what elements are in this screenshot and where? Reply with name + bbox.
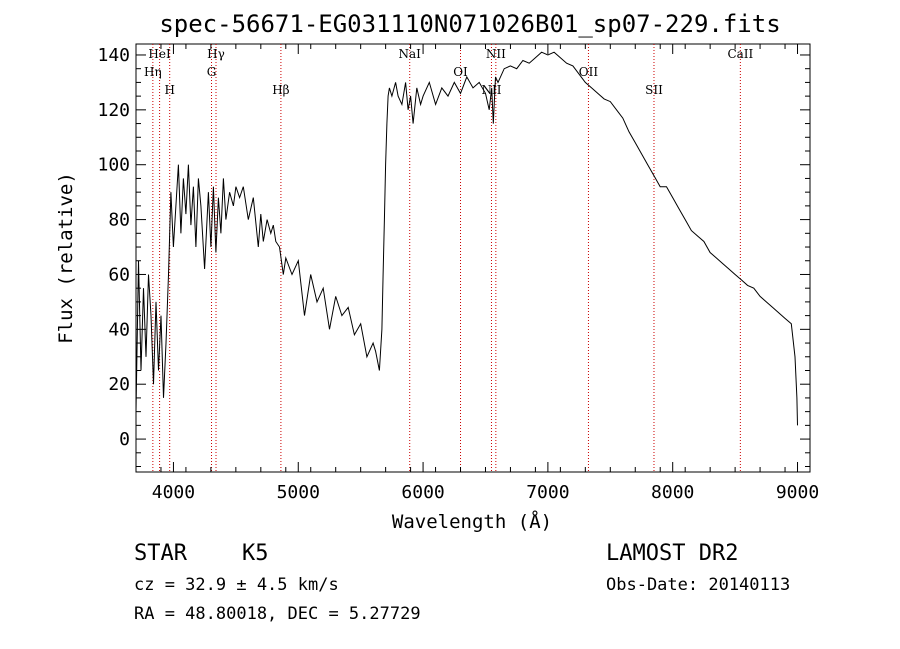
x-tick-label: 4000 — [152, 482, 195, 503]
observation-date: Obs-Date: 20140113 — [606, 575, 790, 595]
y-tick-label: 40 — [108, 319, 130, 340]
spectrum-line — [135, 51, 798, 426]
line-marker-label: Hγ — [207, 47, 225, 61]
line-marker-label: OII — [579, 65, 599, 79]
y-tick-label: 80 — [108, 210, 130, 231]
line-marker-label: NaI — [399, 47, 422, 61]
coordinates: RA = 48.80018, DEC = 5.27729 — [134, 604, 421, 624]
line-marker-label: HeI — [148, 47, 171, 61]
x-axis-label: Wavelength (Å) — [392, 510, 552, 533]
line-marker-label: CaII — [727, 47, 753, 61]
plot-frame — [135, 43, 811, 473]
line-marker-label: G — [207, 65, 217, 79]
y-tick-label: 20 — [108, 374, 130, 395]
x-tick-label: 8000 — [651, 482, 694, 503]
y-axis-label: Flux (relative) — [55, 172, 77, 344]
x-tick-label: 6000 — [401, 482, 444, 503]
survey-name: LAMOST DR2 — [606, 541, 738, 566]
line-marker-label: Hβ — [272, 83, 289, 97]
y-tick-label: 140 — [97, 45, 130, 66]
axis-ticks — [135, 44, 811, 472]
line-marker-label: Hη — [144, 65, 162, 79]
object-class: STAR — [134, 541, 188, 566]
redshift-cz: cz = 32.9 ± 4.5 km/s — [134, 575, 339, 595]
x-tick-label: 5000 — [277, 482, 320, 503]
y-tick-label: 100 — [97, 155, 130, 176]
x-tick-label: 9000 — [776, 482, 819, 503]
object-subclass: K5 — [242, 541, 269, 566]
chart-title: spec-56671-EG031110N071026B01_sp07-229.f… — [159, 10, 780, 38]
y-tick-label: 0 — [119, 429, 130, 450]
line-marker-label: H — [164, 83, 174, 97]
line-marker-label: NII — [486, 47, 506, 61]
x-tick-label: 7000 — [526, 482, 569, 503]
line-marker-label: OI — [453, 65, 468, 79]
y-tick-label: 60 — [108, 264, 130, 285]
y-tick-label: 120 — [97, 100, 130, 121]
axis-tick-labels: 4000 5000 6000 7000 8000 9000 0 20 40 60 80 100 120 1… — [97, 45, 819, 503]
line-marker-label: SII — [645, 83, 663, 97]
